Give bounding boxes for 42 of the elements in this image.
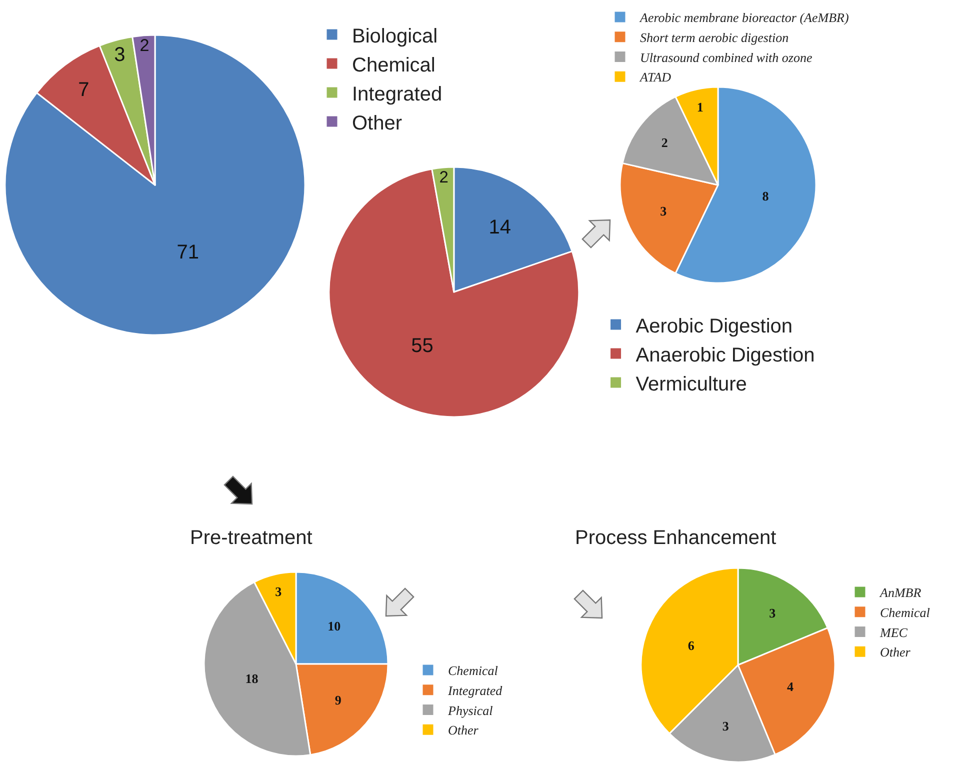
legend-label: AnMBR xyxy=(879,585,922,600)
pie-slice xyxy=(4,34,306,336)
legend-label: Chemical xyxy=(448,663,498,678)
data-label: 18 xyxy=(245,670,259,686)
data-label: 3 xyxy=(722,718,730,734)
data-label: 14 xyxy=(488,216,511,239)
legend-label: Other xyxy=(448,722,480,738)
legend-label: Anaerobic Digestion xyxy=(636,344,815,366)
legend-label: Other xyxy=(880,644,912,660)
legend-label: Integrated xyxy=(447,682,503,698)
data-label: 3 xyxy=(275,584,282,599)
data-label: 55 xyxy=(411,334,434,357)
data-label: 7 xyxy=(78,78,90,101)
chart-title: Process Enhancement xyxy=(575,527,777,549)
data-label: 4 xyxy=(786,679,794,694)
data-label: 6 xyxy=(688,638,695,654)
data-label: 3 xyxy=(660,204,668,219)
legend-label: Vermiculture xyxy=(636,373,747,396)
data-label: 3 xyxy=(114,44,126,66)
chart-title: Pre-treatment xyxy=(190,527,313,549)
legend-label: Short term aerobic digestion xyxy=(640,30,789,45)
legend-label: Chemical xyxy=(880,604,930,620)
data-label: 1 xyxy=(696,99,704,114)
data-label: 9 xyxy=(334,692,342,708)
pie-slice xyxy=(328,168,580,418)
data-label: 10 xyxy=(328,618,341,634)
legend-label: Aerobic membrane bioreactor (AeMBR) xyxy=(639,10,849,26)
data-label: 2 xyxy=(439,168,448,187)
data-label: 2 xyxy=(140,36,150,56)
legend-label: MEC xyxy=(879,624,908,640)
legend-label: Integrated xyxy=(352,83,442,106)
legend-label: Chemical xyxy=(352,54,436,76)
legend-label: Biological xyxy=(352,25,438,48)
legend-label: Other xyxy=(352,112,402,134)
legend-label: ATAD xyxy=(639,70,672,85)
legend-label: Physical xyxy=(447,702,494,718)
legend-label: Ultrasound combined with ozone xyxy=(640,50,812,65)
data-label: 71 xyxy=(176,241,200,264)
data-label: 2 xyxy=(661,134,668,150)
legend-label: Aerobic Digestion xyxy=(636,315,793,338)
data-label: 8 xyxy=(762,188,770,204)
data-label: 3 xyxy=(769,606,776,621)
